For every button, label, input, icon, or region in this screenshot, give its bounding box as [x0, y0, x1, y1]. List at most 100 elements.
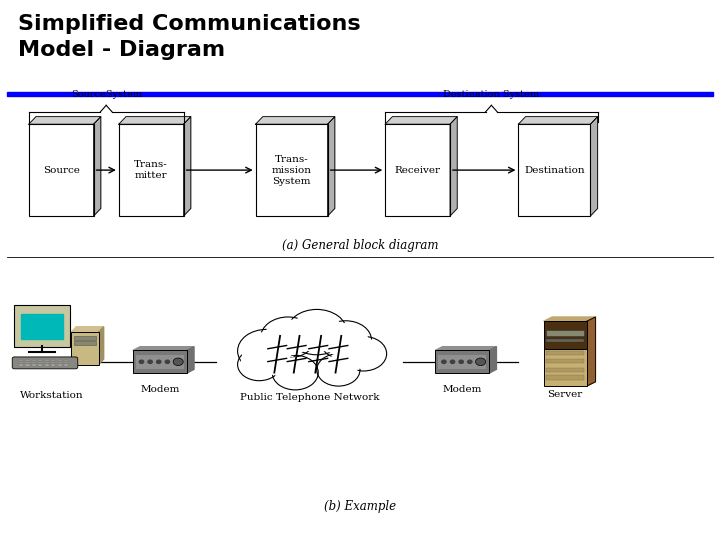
Text: Server: Server	[548, 390, 582, 400]
Bar	[544, 321, 587, 348]
Circle shape	[468, 360, 472, 363]
Circle shape	[173, 358, 183, 366]
Bar	[25, 364, 30, 366]
Polygon shape	[133, 347, 194, 350]
Polygon shape	[29, 117, 101, 124]
Polygon shape	[590, 117, 598, 216]
Polygon shape	[490, 347, 497, 373]
Text: Source: Source	[42, 166, 80, 174]
Bar	[546, 339, 584, 342]
Circle shape	[341, 336, 387, 371]
Polygon shape	[99, 327, 104, 364]
Polygon shape	[94, 117, 101, 216]
Text: Destination System: Destination System	[444, 90, 539, 99]
Text: Receiver: Receiver	[395, 166, 441, 174]
Text: Workstation: Workstation	[20, 392, 84, 401]
Circle shape	[320, 356, 357, 383]
Polygon shape	[184, 117, 191, 216]
Circle shape	[240, 351, 278, 378]
Circle shape	[317, 354, 360, 386]
Bar	[32, 362, 36, 363]
Bar	[435, 350, 490, 373]
FancyBboxPatch shape	[14, 305, 70, 347]
Text: Destination: Destination	[524, 166, 585, 174]
Bar	[45, 360, 49, 361]
Circle shape	[140, 360, 144, 363]
FancyBboxPatch shape	[12, 357, 78, 369]
Circle shape	[238, 329, 295, 373]
Text: Public Telephone Network: Public Telephone Network	[240, 393, 379, 402]
Bar	[546, 368, 584, 372]
Bar	[7, 92, 713, 96]
Text: Modem: Modem	[443, 385, 482, 394]
Circle shape	[265, 320, 311, 355]
Circle shape	[261, 317, 315, 358]
Bar	[38, 360, 42, 361]
Bar	[19, 364, 23, 366]
Bar	[518, 124, 590, 216]
Circle shape	[451, 360, 455, 363]
Polygon shape	[518, 117, 598, 124]
Polygon shape	[435, 347, 497, 350]
Bar	[256, 124, 328, 216]
Bar	[71, 332, 99, 365]
Bar	[546, 359, 584, 363]
Bar	[38, 362, 42, 363]
Polygon shape	[187, 347, 194, 373]
Bar	[546, 375, 584, 380]
Bar	[21, 314, 63, 339]
Bar	[544, 348, 587, 386]
Bar	[0, 0, 720, 97]
Circle shape	[475, 358, 485, 366]
Bar	[385, 124, 450, 216]
Polygon shape	[71, 327, 104, 332]
Circle shape	[442, 360, 446, 363]
Circle shape	[287, 309, 347, 355]
Bar	[19, 360, 23, 361]
Polygon shape	[385, 117, 457, 124]
Bar	[64, 360, 68, 361]
Text: Trans-
mitter: Trans- mitter	[135, 160, 168, 180]
Bar	[51, 360, 55, 361]
Text: Simplified Communications: Simplified Communications	[18, 14, 361, 33]
Circle shape	[166, 360, 170, 363]
Bar	[38, 364, 42, 366]
Text: (a) General block diagram: (a) General block diagram	[282, 239, 438, 252]
Bar	[25, 360, 30, 361]
Bar	[58, 362, 62, 363]
Bar	[51, 364, 55, 366]
Text: SourceSystem: SourceSystem	[71, 90, 142, 99]
Bar	[119, 124, 184, 216]
Bar	[45, 364, 49, 366]
Bar	[58, 364, 62, 366]
Polygon shape	[450, 117, 457, 216]
Bar	[32, 360, 36, 361]
Bar	[19, 362, 23, 363]
Bar	[74, 341, 96, 345]
Bar	[64, 364, 68, 366]
Text: Modem: Modem	[140, 385, 179, 394]
Bar	[135, 355, 184, 369]
Bar	[32, 364, 36, 366]
Circle shape	[242, 333, 291, 369]
Circle shape	[459, 360, 464, 363]
Text: Model - Diagram: Model - Diagram	[18, 40, 225, 60]
Circle shape	[157, 360, 161, 363]
Polygon shape	[256, 117, 335, 124]
Polygon shape	[544, 317, 595, 321]
Circle shape	[291, 313, 343, 352]
Circle shape	[238, 348, 281, 381]
Circle shape	[320, 321, 372, 360]
Bar	[438, 355, 487, 369]
Circle shape	[276, 358, 315, 387]
Circle shape	[272, 355, 318, 390]
Polygon shape	[119, 117, 191, 124]
Text: Trans-
mission
System: Trans- mission System	[271, 154, 312, 186]
Bar	[51, 362, 55, 363]
Bar	[29, 124, 94, 216]
Polygon shape	[587, 317, 595, 386]
Polygon shape	[328, 117, 335, 216]
Bar	[74, 336, 96, 340]
Bar	[45, 362, 49, 363]
Bar	[25, 362, 30, 363]
